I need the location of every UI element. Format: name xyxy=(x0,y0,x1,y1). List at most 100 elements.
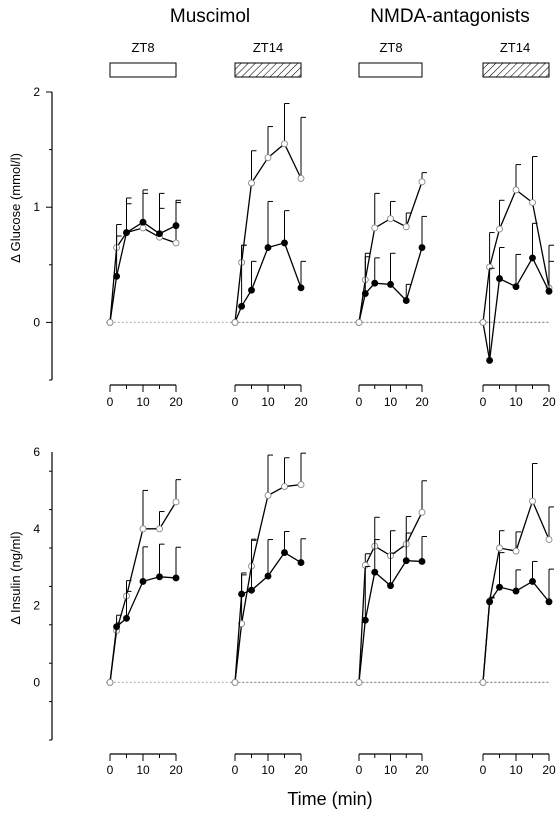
data-point xyxy=(486,598,494,606)
data-point xyxy=(264,154,272,162)
data-point xyxy=(123,614,130,622)
data-point xyxy=(545,536,553,544)
data-point xyxy=(297,481,305,489)
panel-label-4: ZT14 xyxy=(500,40,530,55)
x-tick-label: 20 xyxy=(294,395,308,409)
y-tick-label: 4 xyxy=(33,522,40,536)
data-point xyxy=(172,239,180,247)
x-tick-label: 10 xyxy=(384,395,398,409)
x-tick-label: 20 xyxy=(169,763,183,777)
data-point xyxy=(486,356,494,364)
condition-bar-1 xyxy=(109,62,177,78)
data-point xyxy=(139,218,147,226)
x-tick-label: 10 xyxy=(509,395,523,409)
x-tick-label: 20 xyxy=(415,395,429,409)
series-line xyxy=(358,247,423,323)
data-point xyxy=(248,586,255,594)
data-point xyxy=(371,224,379,232)
data-point xyxy=(355,318,363,326)
x-tick-label: 0 xyxy=(480,395,487,409)
data-point xyxy=(231,678,239,686)
series-line xyxy=(234,142,302,323)
series-filled-markers xyxy=(231,530,306,686)
panel-glucose-4: 0 10 20 xyxy=(479,156,556,409)
data-point xyxy=(496,544,503,552)
x-tick-label: 20 xyxy=(294,763,308,777)
group-title-muscimol: Muscimol xyxy=(170,6,250,27)
data-point xyxy=(496,583,503,591)
data-point xyxy=(529,254,536,262)
data-point xyxy=(281,549,288,557)
data-point xyxy=(387,215,394,223)
data-point xyxy=(512,186,520,194)
panel-label-1: ZT8 xyxy=(131,40,154,55)
series-filled-markers xyxy=(479,552,554,686)
x-tick-label: 20 xyxy=(542,395,556,409)
data-point xyxy=(529,199,536,207)
series-filled-markers xyxy=(355,532,427,686)
data-point xyxy=(106,318,114,326)
y-tick-label: 0 xyxy=(33,675,40,689)
data-point xyxy=(418,508,426,516)
series-filled-markers xyxy=(355,215,427,326)
y-tick-label: 6 xyxy=(33,445,40,459)
data-point xyxy=(479,678,487,686)
data-point xyxy=(479,318,487,326)
x-tick-label: 20 xyxy=(542,763,556,777)
data-point xyxy=(172,222,180,230)
data-point xyxy=(281,239,288,247)
data-point xyxy=(264,572,272,580)
x-tick-label: 0 xyxy=(356,395,363,409)
data-point xyxy=(512,283,520,291)
group-title-nmda-antagonists: NMDA-antagonists xyxy=(370,6,529,27)
data-point xyxy=(402,223,410,231)
x-tick-label: 0 xyxy=(232,395,239,409)
x-tick-label: 10 xyxy=(136,763,150,777)
x-tick-label: 0 xyxy=(107,763,114,777)
data-point xyxy=(496,225,503,233)
data-point xyxy=(371,568,379,576)
data-point xyxy=(264,244,272,251)
data-point xyxy=(231,318,239,326)
data-point xyxy=(248,179,255,187)
x-tick-label: 0 xyxy=(356,763,363,777)
series-filled-markers xyxy=(106,189,181,326)
data-point xyxy=(361,290,369,298)
data-point xyxy=(297,559,305,567)
x-tick-label: 0 xyxy=(107,395,114,409)
data-point xyxy=(113,272,121,280)
series-filled-markers xyxy=(479,222,554,364)
data-point xyxy=(402,297,410,304)
y-tick-label: 1 xyxy=(33,200,40,214)
data-point xyxy=(496,275,503,283)
series-line xyxy=(482,256,550,361)
condition-bar-3 xyxy=(358,62,423,78)
data-point xyxy=(123,229,130,236)
data-point xyxy=(387,280,394,288)
data-point xyxy=(248,286,255,294)
x-tick-label: 0 xyxy=(480,763,487,777)
data-point xyxy=(418,178,426,186)
y-axis-label-insulin: Δ Insulin (ng/ml) xyxy=(8,531,23,624)
data-point xyxy=(418,557,426,565)
data-point xyxy=(512,547,520,555)
series-line xyxy=(482,580,550,683)
x-tick-label: 20 xyxy=(169,395,183,409)
series-filled-markers xyxy=(231,200,306,326)
data-point xyxy=(264,491,272,499)
data-point xyxy=(361,616,369,624)
condition-bar-2 xyxy=(234,62,302,78)
data-point xyxy=(139,525,147,533)
x-tick-label: 10 xyxy=(384,763,398,777)
data-point xyxy=(139,577,147,585)
x-tick-label: 0 xyxy=(232,763,239,777)
panel-insulin-2: 0 10 20 xyxy=(231,452,549,777)
panel-insulin-3: 0 10 20 xyxy=(355,480,549,777)
x-axis-label: Time (min) xyxy=(287,789,372,809)
panel-insulin-4: 0 10 20 xyxy=(479,463,556,777)
x-tick-label: 10 xyxy=(261,395,275,409)
x-tick-label: 10 xyxy=(136,395,150,409)
